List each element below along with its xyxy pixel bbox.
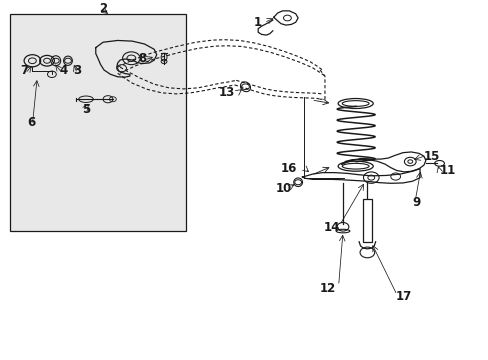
Text: 4: 4 [59, 64, 67, 77]
Text: 14: 14 [324, 221, 340, 234]
Text: 9: 9 [412, 196, 420, 209]
Text: 8: 8 [138, 52, 146, 65]
Text: 1: 1 [253, 16, 261, 29]
Text: 13: 13 [218, 86, 234, 99]
Text: 6: 6 [27, 116, 35, 129]
Text: 16: 16 [280, 162, 297, 175]
Text: 7: 7 [20, 64, 28, 77]
Text: 10: 10 [275, 182, 291, 195]
Bar [362, 199, 371, 242]
Text: 15: 15 [423, 150, 439, 163]
Text: 12: 12 [319, 282, 335, 294]
Bar [10, 14, 185, 231]
Text: 11: 11 [439, 164, 455, 177]
Text: 3: 3 [74, 64, 81, 77]
Text: 17: 17 [395, 291, 411, 303]
Text: 5: 5 [81, 103, 90, 116]
Text: 2: 2 [99, 2, 107, 15]
